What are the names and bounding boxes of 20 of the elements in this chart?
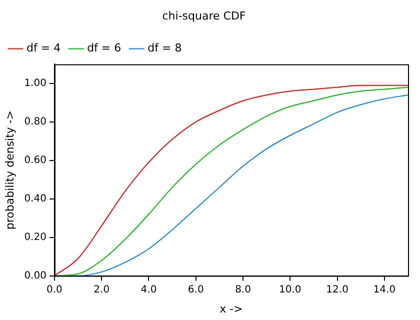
- legend-label: df = 6: [87, 42, 122, 55]
- x-tick-label: 2.0: [94, 284, 110, 296]
- x-tick-label: 8.0: [235, 284, 251, 296]
- legend-label: df = 8: [148, 42, 182, 55]
- chart-title: chi-square CDF: [162, 9, 246, 22]
- x-tick-label: 10.0: [279, 284, 302, 296]
- y-tick-label: 0.40: [24, 193, 46, 204]
- x-axis-title: x ->: [220, 302, 243, 316]
- y-tick-label: 1.00: [24, 78, 46, 90]
- x-tick-label: 0.0: [46, 284, 62, 296]
- y-tick-label: 0.80: [24, 116, 46, 128]
- x-tick-label: 14.0: [373, 284, 396, 296]
- y-axis-title: probability density ->: [3, 110, 16, 230]
- y-tick-label: 0.00: [24, 270, 46, 282]
- x-tick-label: 6.0: [188, 284, 204, 296]
- y-tick-label: 0.60: [24, 154, 46, 166]
- x-tick-label: 4.0: [140, 284, 157, 296]
- y-tick-label: 0.20: [24, 232, 46, 243]
- legend-label: df = 4: [26, 42, 61, 55]
- x-tick-label: 12.0: [326, 284, 348, 296]
